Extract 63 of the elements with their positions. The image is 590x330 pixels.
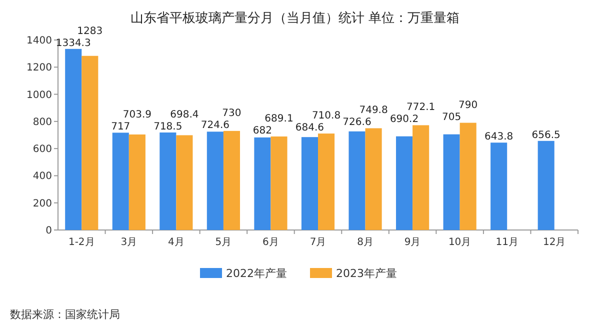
data-label: 684.6 [295, 122, 324, 134]
chart-title: 山东省平板玻璃产量分月（当月值）统计 单位：万重量箱 [130, 11, 460, 26]
data-label: 790 [458, 100, 478, 111]
bar [365, 128, 382, 230]
x-tick-label: 9月 [404, 237, 421, 248]
legend-label: 2023年产量 [336, 267, 397, 280]
y-tick-label: 400 [32, 171, 52, 182]
bar [176, 135, 193, 230]
x-tick-label: 4月 [168, 237, 184, 248]
bar [490, 142, 508, 230]
data-label: 730 [222, 108, 242, 119]
data-label: 703.9 [122, 110, 152, 121]
bar [223, 130, 240, 230]
data-label: 643.8 [484, 132, 514, 143]
bar [160, 132, 176, 230]
bar [318, 134, 335, 230]
legend-label: 2022年产量 [226, 267, 287, 280]
bar [128, 134, 146, 230]
x-tick-label: 3月 [120, 237, 138, 248]
x-tick-label: 11月 [496, 237, 518, 248]
bar [443, 134, 460, 230]
bar [270, 136, 288, 230]
data-label: 710.8 [312, 110, 341, 122]
bar [301, 137, 318, 230]
data-label: 772.1 [406, 102, 436, 114]
data-label: 698.4 [170, 109, 199, 120]
x-tick-label: 6月 [262, 237, 279, 248]
y-tick-label: 1400 [26, 36, 52, 46]
y-tick-label: 1200 [26, 62, 52, 74]
bar [460, 122, 476, 230]
x-tick-label: 5月 [215, 237, 232, 248]
y-tick-label: 0 [46, 226, 52, 236]
bar [112, 132, 129, 230]
bar [396, 136, 413, 230]
data-label: 718.5 [154, 121, 182, 132]
y-tick-label: 200 [32, 198, 52, 210]
data-label: 656.5 [532, 130, 560, 141]
bar [82, 56, 98, 230]
data-label: 705 [442, 112, 462, 123]
data-label: 1334.3 [56, 38, 91, 49]
y-tick-label: 800 [32, 116, 52, 128]
data-label: 690.2 [390, 114, 419, 126]
bar [348, 131, 366, 230]
x-tick-label: 12月 [542, 237, 566, 248]
bar [65, 48, 82, 230]
data-label: 724.6 [200, 120, 230, 131]
source-note: 数据来源：国家统计局 [10, 308, 120, 321]
x-tick-label: 1-2月 [68, 237, 95, 248]
y-tick-label: 600 [32, 144, 52, 156]
bar [538, 140, 554, 230]
bar [254, 137, 271, 230]
x-tick-label: 8月 [357, 237, 374, 248]
bar [206, 132, 224, 230]
bar [412, 125, 430, 230]
x-tick-label: 10月 [448, 237, 472, 248]
data-label: 1283 [77, 26, 103, 37]
data-label: 689.1 [264, 113, 294, 124]
y-tick-label: 1000 [26, 90, 52, 101]
data-label: 717 [111, 122, 130, 133]
x-tick-label: 7月 [310, 237, 326, 248]
data-label: 682 [252, 125, 272, 136]
data-label: 749.8 [359, 105, 388, 116]
data-label: 726.6 [342, 117, 372, 128]
